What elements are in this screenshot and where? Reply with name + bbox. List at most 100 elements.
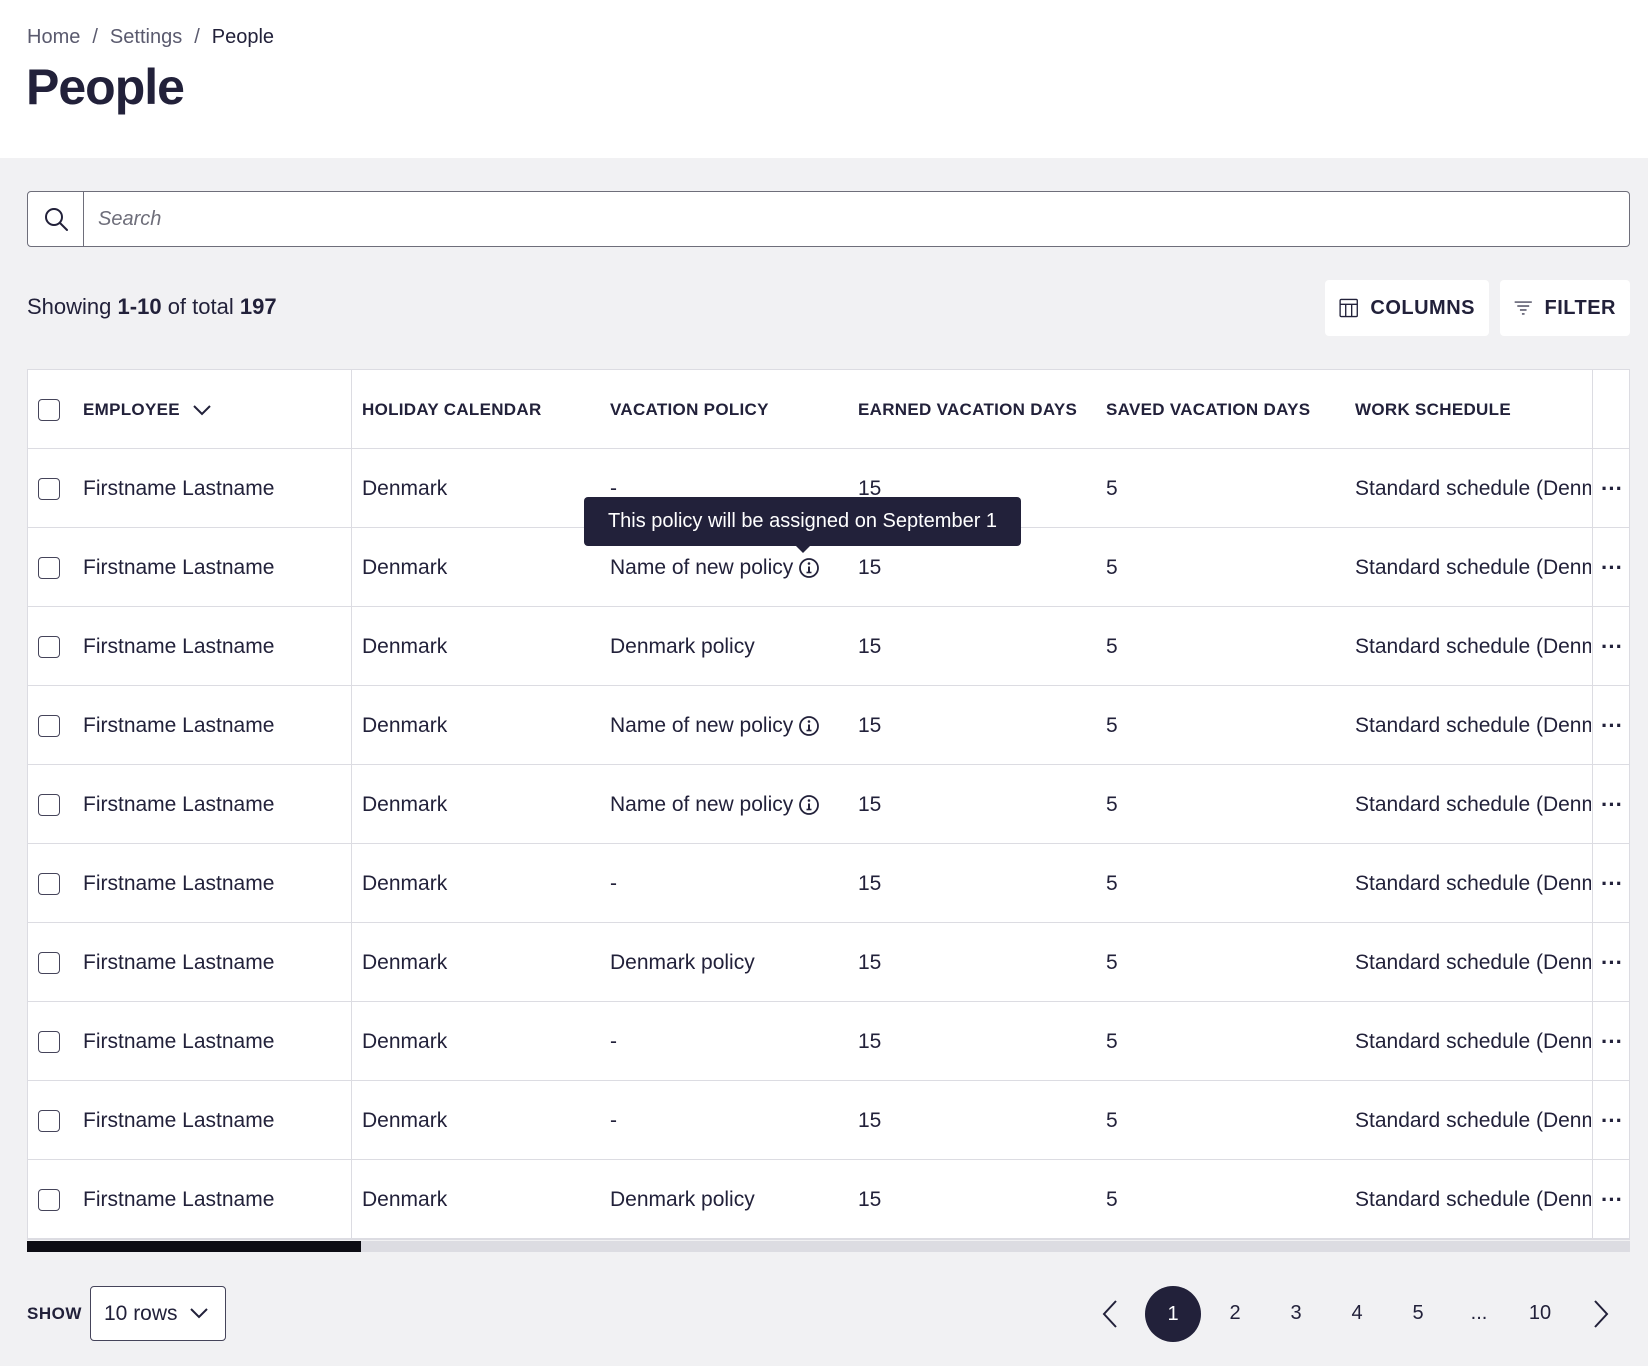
filter-button[interactable]: FILTER — [1500, 280, 1630, 336]
select-all-cell — [38, 370, 62, 449]
vacation-policy-text: Name of new policy — [610, 713, 794, 737]
header-employee[interactable]: EMPLOYEE — [83, 370, 353, 449]
table-row[interactable]: Firstname Lastname Denmark - 15 5 Standard sc… — [28, 449, 1629, 528]
page-button[interactable]: 4 — [1351, 1302, 1363, 1324]
cell-employee[interactable]: Firstname Lastname — [83, 634, 275, 658]
cell-saved-vacation-days: 5 — [1106, 1029, 1118, 1053]
breadcrumb-separator: / — [194, 26, 200, 48]
table-row[interactable]: Firstname Lastname Denmark Name of new pol… — [28, 686, 1629, 765]
cell-work-schedule: Standard schedule (Denm — [1355, 1187, 1591, 1211]
cell-employee[interactable]: Firstname Lastname — [83, 871, 275, 895]
page-button[interactable]: 3 — [1290, 1302, 1302, 1324]
row-checkbox[interactable] — [38, 477, 60, 500]
cell-holiday-calendar: Denmark — [362, 713, 448, 737]
cell-employee[interactable]: Firstname Lastname — [83, 1108, 275, 1132]
row-checkbox[interactable] — [38, 793, 60, 816]
column-divider — [351, 370, 352, 1239]
row-checkbox[interactable] — [38, 635, 60, 658]
more-horizontal-icon[interactable]: ··· — [1601, 1107, 1623, 1133]
cell-employee[interactable]: Firstname Lastname — [83, 1029, 275, 1053]
cell-employee[interactable]: Firstname Lastname — [83, 555, 275, 579]
row-checkbox[interactable] — [38, 951, 60, 974]
cell-employee[interactable]: Firstname Lastname — [83, 476, 275, 500]
more-horizontal-icon[interactable]: ··· — [1601, 633, 1623, 659]
info-icon[interactable] — [798, 794, 820, 816]
page-button[interactable]: 10 — [1528, 1302, 1552, 1324]
cell-saved-vacation-days: 5 — [1106, 792, 1118, 816]
next-page-button[interactable] — [1586, 1286, 1616, 1341]
page-button[interactable]: 1 — [1145, 1286, 1201, 1342]
breadcrumb-settings[interactable]: Settings — [109, 26, 183, 48]
cell-employee[interactable]: Firstname Lastname — [83, 950, 275, 974]
cell-saved-vacation-days: 5 — [1106, 1187, 1118, 1211]
scrollbar-thumb[interactable] — [27, 1241, 361, 1252]
row-select-cell — [38, 844, 62, 923]
more-horizontal-icon[interactable]: ··· — [1601, 712, 1623, 738]
cell-work-schedule: Standard schedule (Denm — [1355, 950, 1591, 974]
columns-button[interactable]: COLUMNS — [1325, 280, 1489, 336]
summary-middle: of total — [167, 294, 234, 319]
table-row[interactable]: Firstname Lastname Denmark Denmark policy 1… — [28, 1160, 1629, 1239]
summary-total: 197 — [239, 294, 277, 319]
prev-page-button[interactable] — [1095, 1286, 1125, 1341]
page-button[interactable]: 5 — [1412, 1302, 1424, 1324]
horizontal-scrollbar[interactable] — [27, 1241, 1630, 1252]
row-checkbox[interactable] — [38, 556, 60, 579]
table-row[interactable]: Firstname Lastname Denmark - 15 5 Standard sc… — [28, 1081, 1629, 1160]
cell-work-schedule: Standard schedule (Denm — [1355, 713, 1591, 737]
page-title: People — [26, 59, 185, 115]
more-horizontal-icon[interactable]: ··· — [1601, 475, 1623, 501]
cell-vacation-policy: Name of new policy — [610, 686, 840, 765]
more-horizontal-icon[interactable]: ··· — [1601, 870, 1623, 896]
cell-earned-vacation-days: 15 — [858, 950, 882, 974]
row-checkbox[interactable] — [38, 1030, 60, 1053]
row-checkbox[interactable] — [38, 1188, 60, 1211]
search-input[interactable] — [84, 192, 1629, 246]
row-select-cell — [38, 1002, 62, 1081]
breadcrumb-home[interactable]: Home — [27, 26, 81, 48]
table-row[interactable]: Firstname Lastname Denmark Name of new pol… — [28, 528, 1629, 607]
row-checkbox[interactable] — [38, 714, 60, 737]
filter-icon — [1514, 301, 1532, 315]
cell-vacation-policy: Denmark policy — [610, 1160, 840, 1239]
cell-employee[interactable]: Firstname Lastname — [83, 713, 275, 737]
cell-employee[interactable]: Firstname Lastname — [83, 792, 275, 816]
info-icon[interactable] — [798, 715, 820, 737]
cell-vacation-policy: Name of new policy — [610, 765, 840, 844]
page-button[interactable]: 2 — [1229, 1302, 1241, 1324]
more-horizontal-icon[interactable]: ··· — [1601, 791, 1623, 817]
table-row[interactable]: Firstname Lastname Denmark Denmark policy 1… — [28, 607, 1629, 686]
search-icon[interactable] — [28, 192, 84, 246]
columns-label: COLUMNS — [1370, 296, 1475, 319]
breadcrumb: Home / Settings / People — [27, 26, 274, 49]
vacation-policy-text: - — [610, 1108, 617, 1132]
more-horizontal-icon[interactable]: ··· — [1601, 554, 1623, 580]
policy-tooltip: This policy will be assigned on Septembe… — [584, 497, 1021, 553]
chevron-left-icon — [1102, 1299, 1117, 1328]
table-row[interactable]: Firstname Lastname Denmark Name of new pol… — [28, 765, 1629, 844]
info-icon[interactable] — [798, 557, 820, 579]
row-checkbox[interactable] — [38, 872, 60, 895]
cell-holiday-calendar: Denmark — [362, 1187, 448, 1211]
vacation-policy-text: Denmark policy — [610, 634, 755, 658]
rows-per-page-select[interactable]: 10 rows — [90, 1286, 226, 1341]
cell-saved-vacation-days: 5 — [1106, 476, 1118, 500]
cell-vacation-policy: - — [610, 449, 840, 528]
row-select-cell — [38, 765, 62, 844]
select-all-checkbox[interactable] — [38, 398, 60, 421]
more-horizontal-icon[interactable]: ··· — [1601, 1186, 1623, 1212]
more-horizontal-icon[interactable]: ··· — [1601, 949, 1623, 975]
results-summary: Showing 1-10 of total 197 — [27, 294, 277, 320]
vacation-policy-text: - — [610, 1029, 617, 1053]
table-row[interactable]: Firstname Lastname Denmark - 15 5 Standard sc… — [28, 844, 1629, 923]
page-ellipsis: ... — [1470, 1302, 1488, 1324]
more-horizontal-icon[interactable]: ··· — [1601, 1028, 1623, 1054]
table-row[interactable]: Firstname Lastname Denmark Denmark policy 1… — [28, 923, 1629, 1002]
row-checkbox[interactable] — [38, 1109, 60, 1132]
cell-holiday-calendar: Denmark — [362, 476, 448, 500]
table-row[interactable]: Firstname Lastname Denmark - 15 5 Standard sc… — [28, 1002, 1629, 1081]
cell-employee[interactable]: Firstname Lastname — [83, 1187, 275, 1211]
row-select-cell — [38, 528, 62, 607]
table-header-row: EMPLOYEE HOLIDAY CALENDAR VACATION POLIC… — [28, 370, 1629, 449]
cell-earned-vacation-days: 15 — [858, 476, 882, 500]
